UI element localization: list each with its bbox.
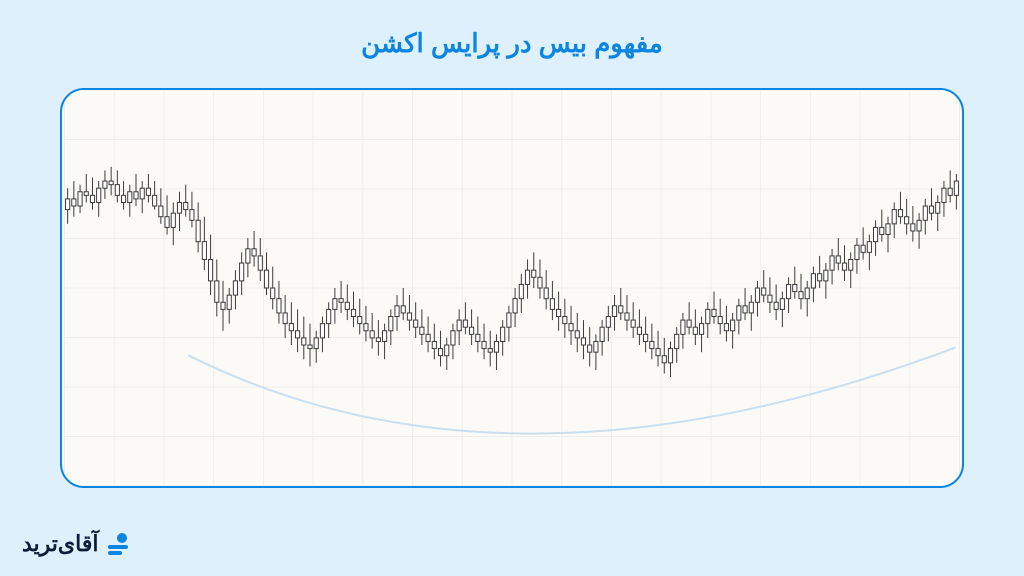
page-title: مفهوم بیس در پرایس اکشن bbox=[0, 0, 1024, 59]
brand-icon bbox=[104, 530, 132, 558]
chart-frame bbox=[60, 88, 964, 488]
brand-text: آقای‌ترید bbox=[22, 531, 98, 557]
brand-logo: آقای‌ترید bbox=[22, 530, 132, 558]
candlestick-chart bbox=[62, 90, 962, 486]
